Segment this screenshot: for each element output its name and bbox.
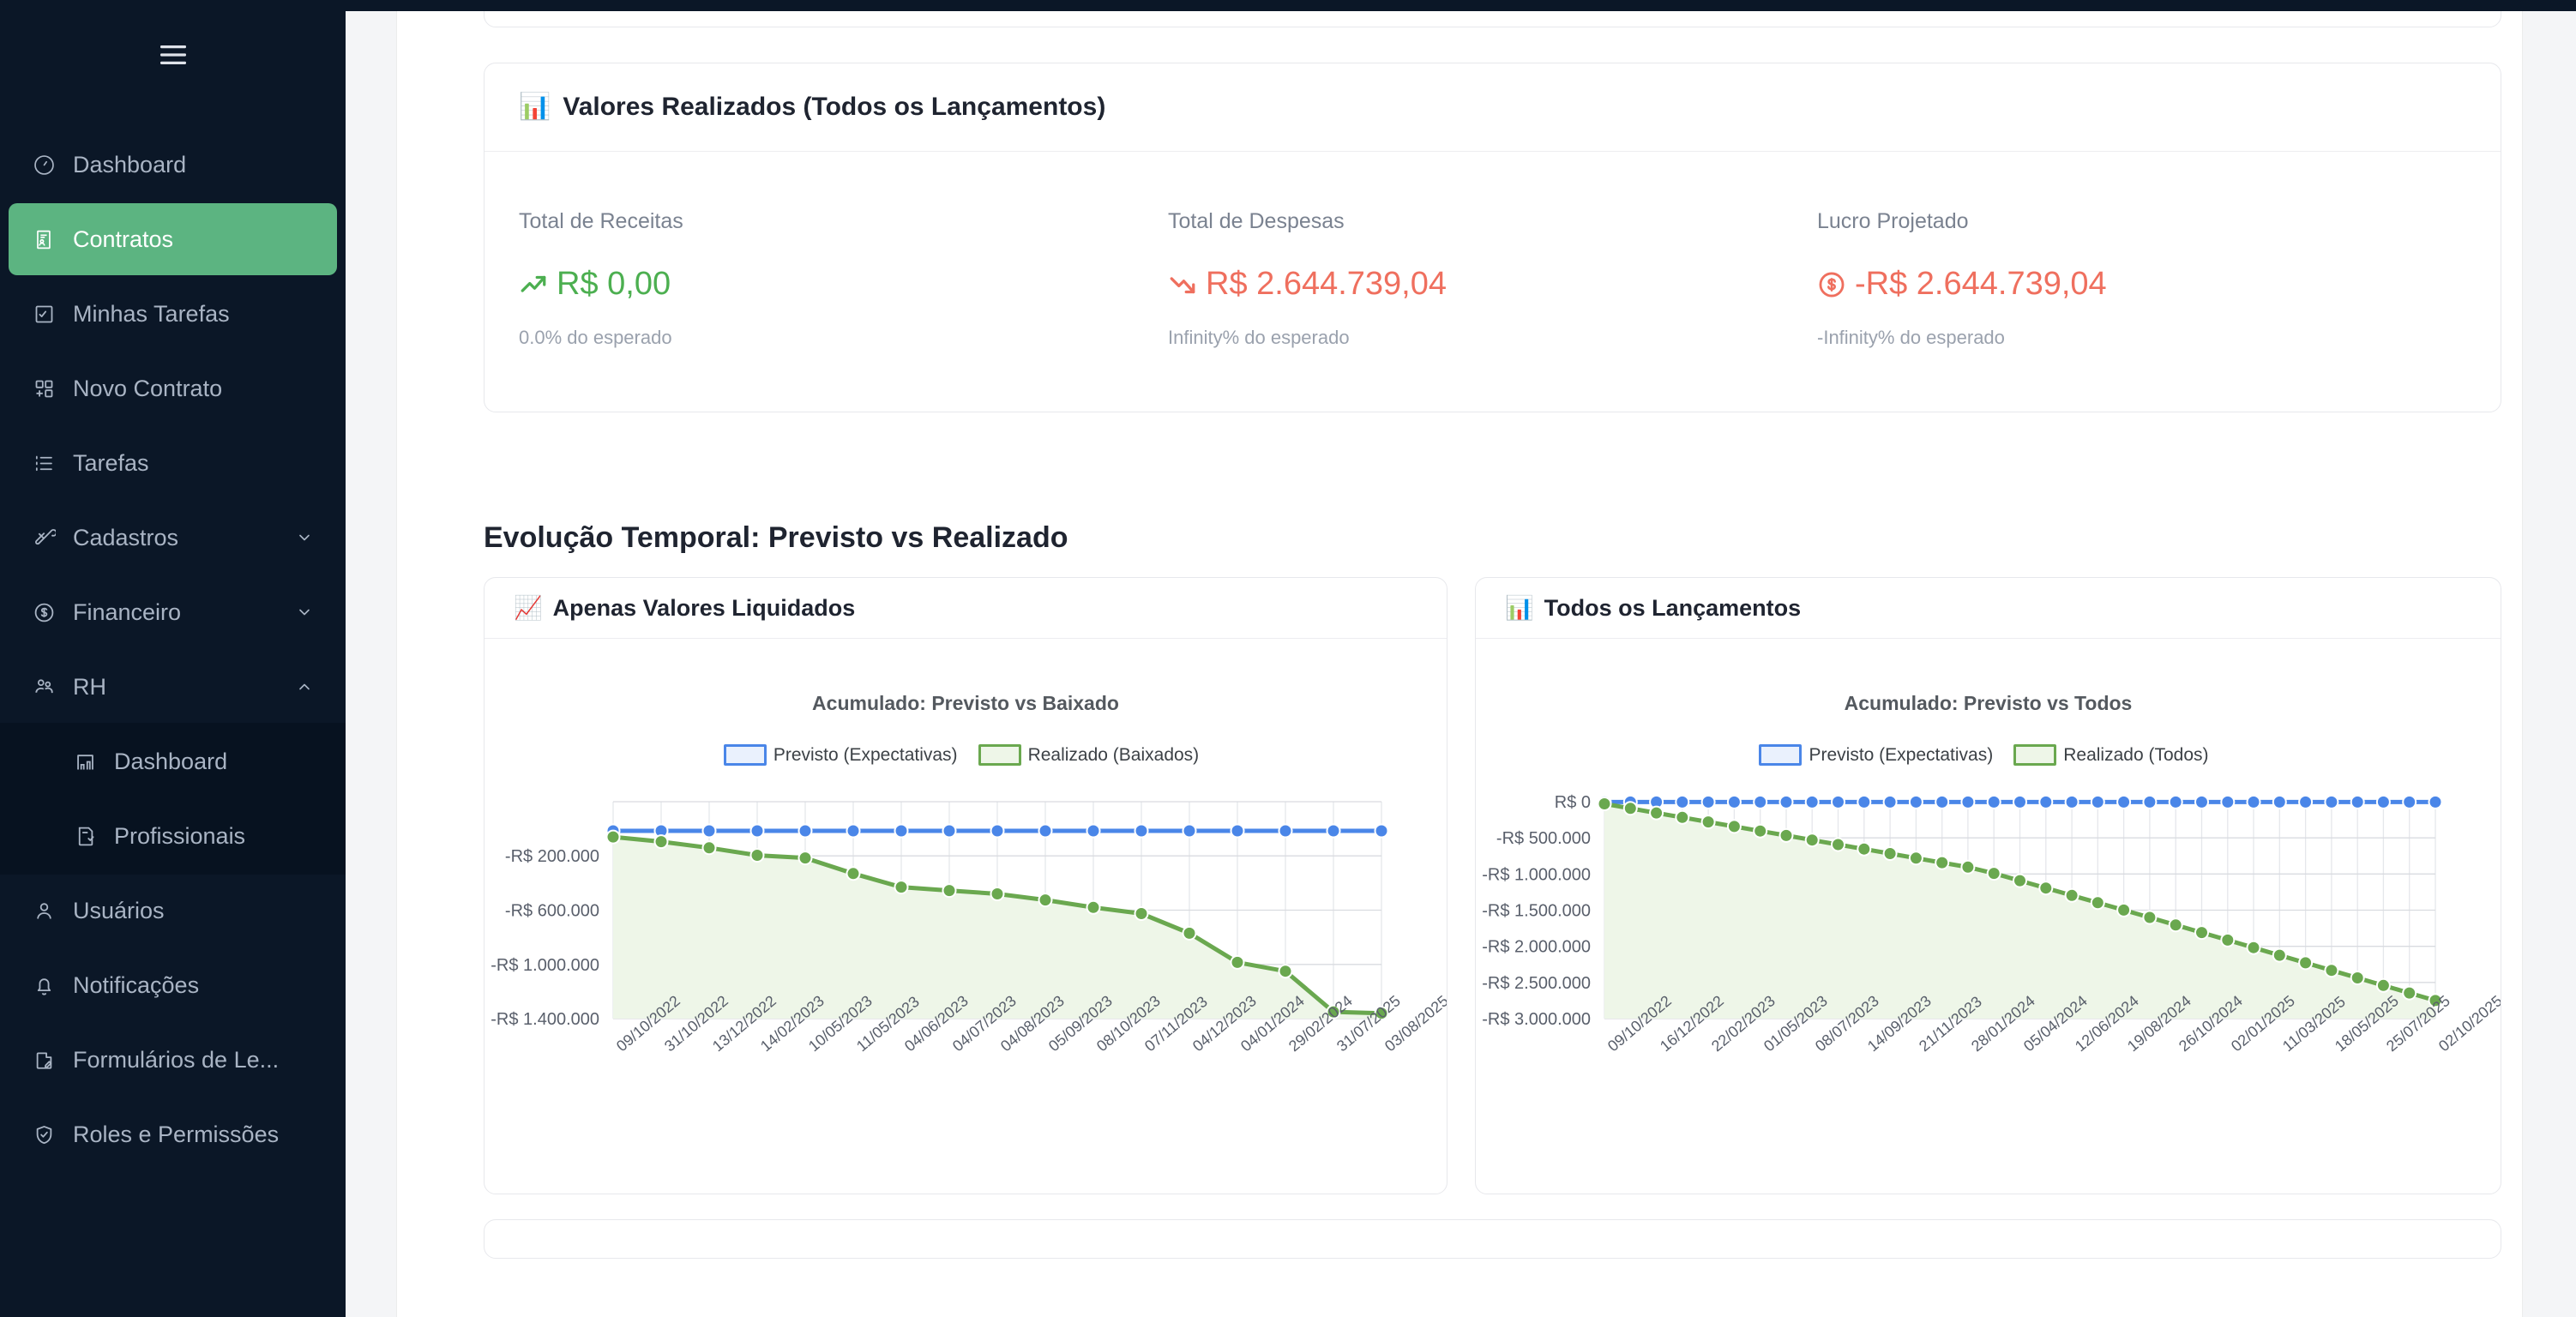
svg-text:-R$ 500.000: -R$ 500.000 bbox=[1496, 829, 1591, 848]
svg-text:-R$ 3.000.000: -R$ 3.000.000 bbox=[1482, 1010, 1591, 1029]
svg-text:-R$ 1.000.000: -R$ 1.000.000 bbox=[491, 956, 599, 975]
svg-text:-R$ 1.400.000: -R$ 1.400.000 bbox=[491, 1010, 599, 1029]
svg-text:R$ 0: R$ 0 bbox=[1555, 793, 1591, 812]
svg-text:-R$ 1.500.000: -R$ 1.500.000 bbox=[1482, 902, 1591, 921]
svg-text:-R$ 600.000: -R$ 600.000 bbox=[505, 902, 599, 921]
svg-text:-R$ 200.000: -R$ 200.000 bbox=[505, 847, 599, 866]
svg-text:-R$ 2.000.000: -R$ 2.000.000 bbox=[1482, 938, 1591, 957]
svg-text:-R$ 1.000.000: -R$ 1.000.000 bbox=[1482, 865, 1591, 884]
svg-text:-R$ 2.500.000: -R$ 2.500.000 bbox=[1482, 974, 1591, 993]
